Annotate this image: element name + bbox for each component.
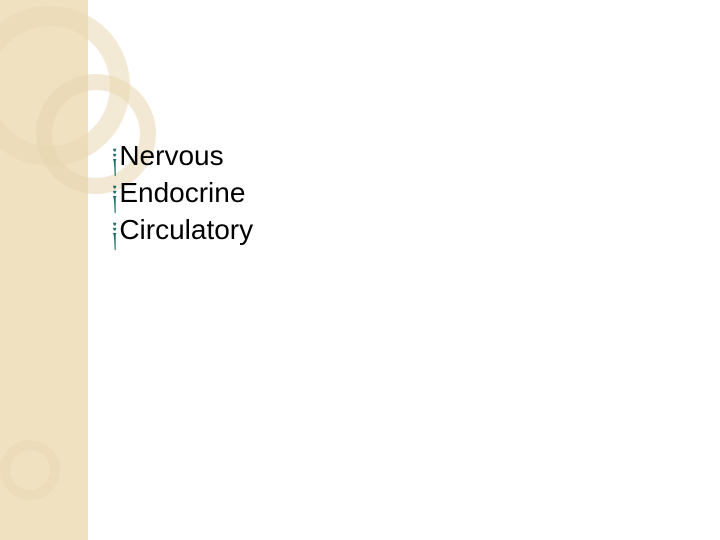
decorative-ring — [0, 440, 60, 500]
list-item-label: Circulatory — [119, 212, 253, 247]
list-item: ༐ Nervous — [112, 138, 253, 173]
curl-bullet-icon: ༐ — [112, 180, 117, 210]
bulleted-list: ༐ Nervous ༐ Endocrine ༐ Circulatory — [112, 138, 253, 249]
curl-bullet-icon: ༐ — [112, 217, 117, 247]
curl-bullet-icon: ༐ — [112, 143, 117, 173]
list-item-label: Endocrine — [119, 175, 245, 210]
list-item-label: Nervous — [119, 138, 223, 173]
slide: ༐ Nervous ༐ Endocrine ༐ Circulatory — [0, 0, 720, 540]
list-item: ༐ Circulatory — [112, 212, 253, 247]
list-item: ༐ Endocrine — [112, 175, 253, 210]
